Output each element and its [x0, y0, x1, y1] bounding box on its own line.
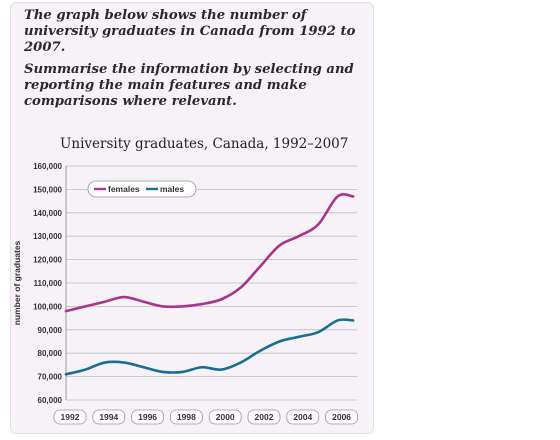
x-tick-box [208, 409, 242, 425]
x-tick-label: 1992 [61, 412, 80, 422]
x-tick-box [247, 409, 281, 425]
y-tick-label: 100,000 [33, 302, 62, 311]
x-tick-label: 2006 [332, 412, 351, 422]
task-card [10, 2, 374, 434]
x-tick-label: 1996 [138, 412, 157, 422]
x-tick-label: 1994 [99, 412, 118, 422]
x-tick-box [131, 409, 165, 425]
x-tick-label: 2000 [216, 412, 235, 422]
y-tick-label: 160,000 [33, 162, 62, 171]
y-tick-label: 120,000 [33, 256, 62, 265]
y-tick-label: 80,000 [38, 349, 63, 358]
y-axis-label: number of graduates [12, 240, 22, 325]
chart-title: University graduates, Canada, 1992–2007 [60, 136, 349, 152]
y-tick-label: 150,000 [33, 185, 62, 194]
y-tick-label: 130,000 [33, 232, 62, 241]
x-tick-box [92, 409, 126, 425]
x-tick-label: 2002 [255, 412, 274, 422]
prompt-line-2: Summarise the information by selecting a… [24, 62, 354, 109]
females-series-line [64, 193, 355, 313]
task-prompt: The graph below shows the number of univ… [24, 8, 364, 116]
males-series-line [64, 318, 355, 376]
x-tick-box [169, 409, 203, 425]
y-tick-label: 110,000 [34, 279, 63, 288]
legend-box [87, 180, 197, 198]
y-tick-label: 90,000 [38, 326, 63, 335]
y-tick-label: 60,000 [38, 396, 63, 405]
x-tick-label: 1998 [177, 412, 196, 422]
x-tick-box [286, 409, 320, 425]
y-tick-label: 140,000 [33, 209, 62, 218]
x-tick-box [53, 409, 87, 425]
males-legend-label: males [160, 184, 184, 194]
x-tick-label: 2004 [293, 412, 312, 422]
x-tick-box [325, 409, 359, 425]
females-legend-label: females [108, 184, 140, 194]
prompt-line-1: The graph below shows the number of univ… [24, 8, 356, 55]
y-tick-label: 70,000 [38, 373, 63, 382]
